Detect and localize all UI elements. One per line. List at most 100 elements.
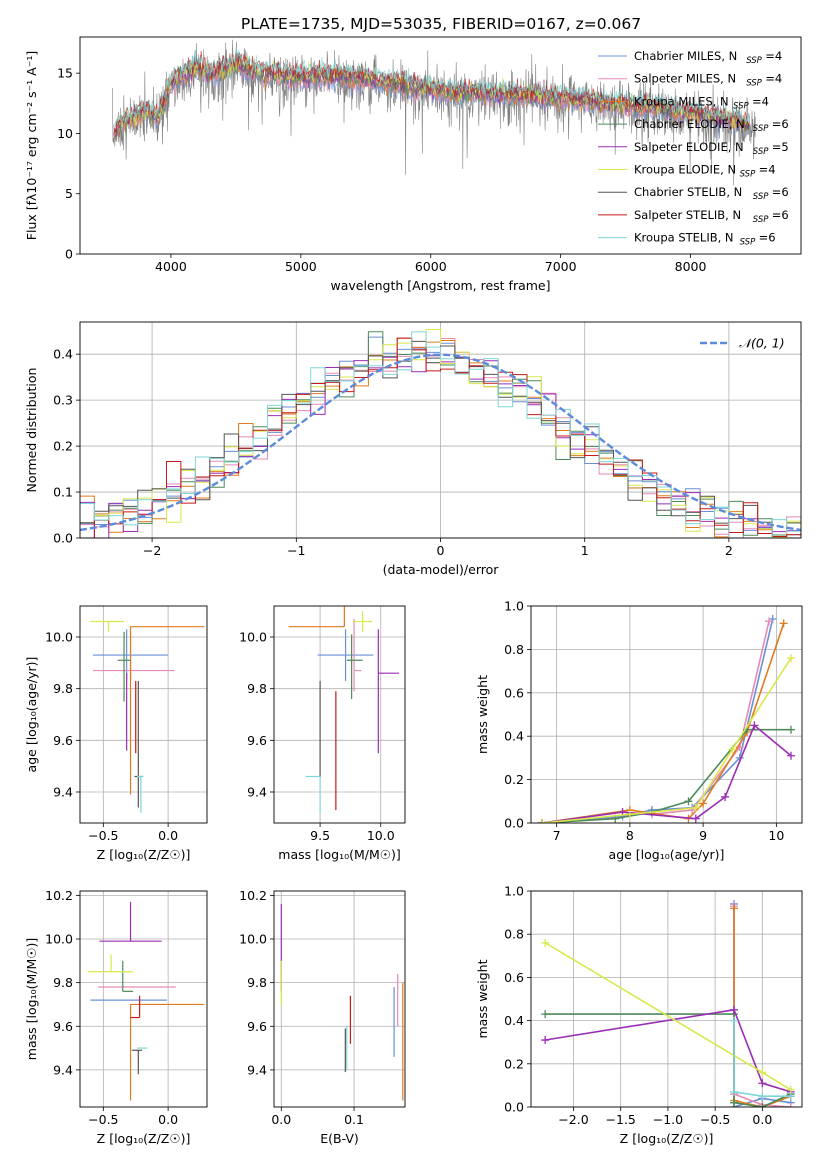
weight-marker-5 bbox=[537, 819, 546, 823]
legend-nssp-8: =6 bbox=[759, 231, 776, 245]
y-tick-label: 9.6 bbox=[247, 1019, 267, 1034]
weight-marker-2 bbox=[730, 904, 739, 913]
residual-histogram-4 bbox=[80, 355, 801, 538]
y-tick-label: 0.0 bbox=[53, 531, 73, 546]
y-axis-label: Flux [fλ10⁻¹⁷ erg cm⁻² s⁻¹ A⁻¹] bbox=[24, 51, 39, 240]
plot-area-weight-vs-Z bbox=[541, 899, 795, 1107]
x-tick-label: 10 bbox=[768, 828, 784, 843]
x-tick-label: 5000 bbox=[285, 259, 317, 274]
axes-frame bbox=[273, 605, 406, 824]
axes-frame bbox=[79, 890, 208, 1108]
weight-marker-3 bbox=[787, 725, 796, 734]
y-tick-label: 9.8 bbox=[247, 975, 267, 990]
y-tick-label: 9.6 bbox=[247, 733, 267, 748]
y-tick-label: 0.3 bbox=[53, 393, 73, 408]
x-tick-label: 0.1 bbox=[344, 1112, 364, 1127]
y-tick-label: 1.0 bbox=[504, 599, 524, 614]
y-tick-label: 15 bbox=[57, 66, 73, 81]
weight-marker-4 bbox=[787, 751, 796, 760]
weight-marker-5 bbox=[728, 745, 737, 754]
x-tick-label: −0.5 bbox=[88, 828, 118, 843]
x-tick-label: 10.0 bbox=[367, 828, 395, 843]
y-axis-label: Normed distribution bbox=[24, 368, 39, 493]
weight-marker-2 bbox=[699, 799, 708, 808]
x-tick-label: −1.5 bbox=[606, 1112, 636, 1127]
y-tick-label: 10.0 bbox=[239, 932, 267, 947]
panel-mass-vs-ebv: 0.0 0.1 9.4 9.6 9.8 10.0 10.2 E(B-V) bbox=[239, 888, 406, 1146]
weight-line-6 bbox=[733, 1020, 791, 1097]
weight-line-4 bbox=[545, 1008, 791, 1093]
weight-marker-6 bbox=[730, 1087, 739, 1096]
plot-area-weight-vs-age bbox=[537, 615, 796, 823]
x-tick-label: −0.5 bbox=[700, 1112, 730, 1127]
weight-line-2 bbox=[733, 908, 791, 1107]
x-axis-label: mass [log₁₀(M/M☉)] bbox=[278, 847, 400, 862]
residual-histogram-0 bbox=[80, 336, 801, 538]
x-axis-label: wavelength [Angstrom, rest frame] bbox=[330, 278, 550, 293]
y-axis-label: mass weight bbox=[475, 675, 490, 754]
weight-marker-6 bbox=[730, 1016, 739, 1025]
y-axis-label: age [log₁₀(age/yr)] bbox=[24, 657, 39, 773]
weight-marker-6 bbox=[758, 1092, 767, 1101]
legend-subscript-4: SSP bbox=[753, 147, 769, 157]
weight-marker-1 bbox=[765, 617, 774, 626]
residual-histogram-8 bbox=[80, 331, 801, 538]
panel-age-vs-Z: −0.5 0.0 9.4 9.6 9.8 10.0 Z [log₁₀(Z/Z☉)] age [… bbox=[24, 605, 208, 862]
panel-residuals: −2 −1 0 1 2 0.0 0.1 0.2 0.3 0.4 (data-model)/error… bbox=[24, 321, 802, 577]
x-axis-label: Z [log₁₀(Z/Z☉)] bbox=[97, 847, 191, 862]
plot-area-age-vs-Z bbox=[90, 620, 205, 813]
weight-marker-3 bbox=[684, 797, 693, 806]
axes-frame bbox=[530, 890, 803, 1108]
legend-nssp-3: =6 bbox=[772, 117, 789, 131]
panel-age-vs-mass: 9.5 10.0 9.4 9.6 9.8 10.0 mass [log₁₀(M/M☉)] bbox=[239, 605, 406, 862]
x-tick-label: 1 bbox=[581, 543, 589, 558]
x-tick-label: 4000 bbox=[155, 259, 187, 274]
y-tick-label: 0.0 bbox=[504, 816, 524, 831]
weight-marker-5 bbox=[758, 1068, 767, 1077]
observed-spectrum bbox=[112, 39, 756, 186]
y-tick-label: 10.0 bbox=[239, 630, 267, 645]
weight-marker-3 bbox=[730, 1098, 739, 1107]
weight-marker-3 bbox=[758, 1103, 767, 1107]
y-tick-label: 9.4 bbox=[53, 1062, 73, 1077]
panel-spectrum: 4000 5000 6000 7000 8000 0 5 10 15 wavelength [An… bbox=[24, 36, 802, 293]
y-tick-label: 10.2 bbox=[45, 888, 73, 903]
x-tick-label: 8000 bbox=[675, 259, 707, 274]
legend-label-4: Salpeter ELODIE, N bbox=[634, 140, 744, 154]
legend-label-normal: 𝒩(0, 1) bbox=[739, 336, 785, 351]
x-axis-label: (data-model)/error bbox=[383, 562, 500, 577]
x-axis-label: age [log₁₀(age/yr)] bbox=[609, 847, 725, 862]
y-tick-label: 9.8 bbox=[53, 681, 73, 696]
weight-marker-4 bbox=[730, 1005, 739, 1014]
panel-weight-vs-age: 7 8 9 10 0.0 0.2 0.4 0.6 0.8 1.0 age [log₁₀(age/yr… bbox=[475, 599, 803, 862]
y-tick-label: 0.2 bbox=[504, 1056, 524, 1071]
weight-marker-5 bbox=[541, 938, 550, 947]
x-tick-label: 0.0 bbox=[158, 828, 178, 843]
y-tick-label: 9.6 bbox=[53, 733, 73, 748]
x-tick-label: −2 bbox=[143, 543, 161, 558]
legend-nssp-0: =4 bbox=[765, 49, 782, 63]
legend-label-8: Kroupa STELIB, N bbox=[634, 231, 734, 245]
y-tick-label: 9.6 bbox=[53, 1019, 73, 1034]
plot-area-mass-vs-ebv bbox=[280, 904, 404, 1101]
residual-histogram-7 bbox=[80, 337, 801, 538]
weight-line-1 bbox=[541, 621, 770, 823]
weight-marker-4 bbox=[750, 721, 759, 730]
x-tick-label: −0.5 bbox=[88, 1112, 118, 1127]
y-tick-label: 0.6 bbox=[504, 970, 524, 985]
y-tick-label: 9.8 bbox=[247, 681, 267, 696]
y-tick-label: 0.4 bbox=[504, 1013, 524, 1028]
legend-subscript-7: SSP bbox=[753, 215, 769, 225]
y-tick-label: 0.4 bbox=[53, 347, 73, 362]
panel-weight-vs-Z: −2.0 −1.5 −1.0 −0.5 0.0 0.0 0.2 0.4 0.6 0.8 1.0 Z [… bbox=[475, 884, 803, 1146]
plot-area-mass-vs-Z bbox=[87, 901, 205, 1101]
y-tick-label: 0.8 bbox=[504, 927, 524, 942]
x-tick-label: 9 bbox=[699, 828, 707, 843]
y-tick-label: 0.4 bbox=[504, 729, 524, 744]
x-axis-label: Z [log₁₀(Z/Z☉)] bbox=[620, 1131, 714, 1146]
weight-line-5 bbox=[541, 657, 792, 823]
x-tick-label: 0.0 bbox=[752, 1112, 772, 1127]
y-tick-label: 0.6 bbox=[504, 685, 524, 700]
x-tick-label: 0 bbox=[437, 543, 445, 558]
